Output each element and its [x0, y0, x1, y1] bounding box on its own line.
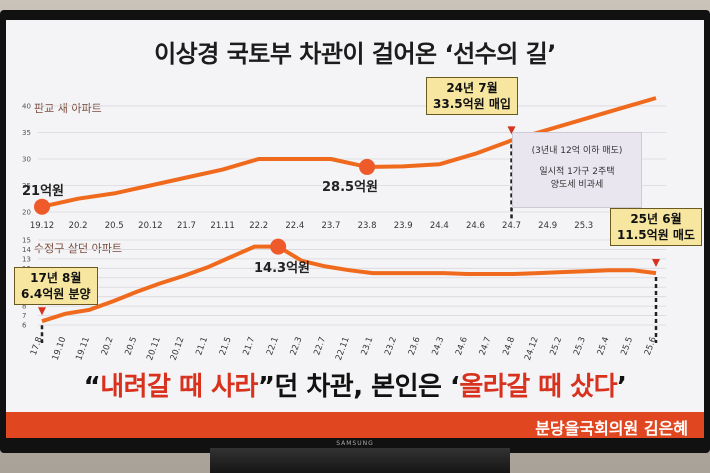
footer-party: 분당을국회의원 [535, 419, 639, 438]
callout-2025-06-line1: 25년 6월 [630, 212, 682, 226]
x-tick-label: 19.11 [74, 336, 92, 362]
x-tick-label: 24.7 [478, 336, 494, 357]
x-tick-label: 22.11 [334, 336, 352, 362]
x-tick-label: 24.6 [454, 336, 470, 357]
callout-arrow [507, 126, 516, 135]
x-tick-label: 25.5 [619, 336, 635, 357]
x-tick-label: 24.6 [466, 221, 485, 231]
x-tick-label: 24.4 [430, 221, 449, 231]
headline: “내려갈 때 사라”던 차관, 본인은 ‘올라갈 때 샀다’ [6, 366, 704, 403]
slide-title: 이상경 국토부 차관이 걸어온 ‘선수의 길’ [154, 40, 556, 68]
y-tick-label: 30 [22, 155, 31, 163]
x-tick-label: 25.2 [548, 336, 564, 357]
data-point-marker [359, 158, 376, 175]
x-tick-label: 21.11 [210, 221, 234, 231]
x-tick-label: 25.6 [643, 336, 659, 357]
footer-bar: 분당을국회의원 김은혜 [6, 412, 704, 438]
x-tick-label: 22.1 [265, 336, 281, 357]
note-line-1: (3년내 12억 이하 매도) [531, 146, 623, 156]
x-tick-label: 20.5 [105, 221, 124, 231]
x-tick-label: 20.2 [100, 336, 116, 357]
x-tick-label: 20.12 [169, 336, 187, 362]
x-tick-label: 23.6 [407, 336, 423, 357]
series-label-sujeong: 수정구 살던 아파트 [34, 242, 122, 255]
x-tick-label: 24.8 [501, 336, 517, 357]
y-tick-label: 8 [22, 303, 26, 311]
callout-2025-06: 25년 6월 11.5억원 매도 [610, 208, 702, 246]
callout-2024-07-line2: 33.5억원 매입 [433, 97, 511, 111]
x-tick-label: 23.1 [360, 336, 376, 357]
x-tick-label: 23.7 [321, 221, 340, 231]
x-tick-label: 21.7 [177, 221, 196, 231]
data-label-14-3: 14.3억원 [254, 261, 310, 276]
x-tick-label: 22.7 [312, 336, 328, 357]
x-tick-label: 25.3 [572, 336, 588, 357]
y-tick-label: 25 [22, 182, 31, 190]
x-tick-label: 21.5 [218, 336, 234, 357]
y-tick-label: 14 [22, 246, 31, 254]
callout-2017-08: 17년 8월 6.4억원 분양 [14, 267, 98, 305]
headline-quote-open: “ [83, 372, 101, 402]
x-tick-label: 23.2 [383, 336, 399, 357]
y-tick-label: 20 [22, 209, 31, 217]
x-tick-label: 19.10 [51, 336, 69, 362]
callout-2017-08-line1: 17년 8월 [30, 271, 82, 285]
data-point-marker [270, 238, 287, 255]
x-tick-label: 20.12 [138, 221, 162, 231]
x-tick-label: 23.9 [394, 221, 413, 231]
headline-red-part2: 올라갈 때 샀다 [459, 372, 617, 402]
x-tick-label: 24.12 [523, 336, 541, 362]
x-tick-label: 25.3 [574, 221, 593, 231]
data-point-marker [34, 198, 50, 215]
callout-2017-08-line2: 6.4억원 분양 [21, 287, 91, 301]
y-tick-label: 13 [22, 255, 31, 263]
y-tick-label: 15 [22, 237, 31, 245]
x-tick-label: 23.8 [358, 221, 377, 231]
headline-mid-part: ”던 차관, 본인은 ‘ [257, 372, 460, 402]
note-line-2: 일시적 1가구 2주택 [539, 167, 615, 177]
y-tick-label: 35 [22, 129, 31, 137]
x-tick-label: 24.3 [430, 336, 446, 357]
callout-arrow [38, 307, 46, 316]
tv-screen: 이상경 국토부 차관이 걸어온 ‘선수의 길’ 판교 새 아파트 수정구 살던 … [6, 20, 704, 438]
data-label-21: 21억원 [22, 184, 65, 199]
callout-2024-07: 24년 7월 33.5억원 매입 [426, 77, 518, 115]
tax-note-box: (3년내 12억 이하 매도) 일시적 1가구 2주택 양도세 비과세 [512, 132, 642, 208]
x-tick-label: 24.9 [538, 221, 557, 231]
callout-2025-06-line2: 11.5억원 매도 [617, 228, 695, 242]
callout-arrow [652, 259, 660, 268]
line-chart: 20 25 30 35 40 19.12 20.2 20.5 20.12 21.7 21.11 22.… [22, 96, 666, 362]
callout-2024-07-line1: 24년 7월 [446, 81, 498, 95]
series-line [41, 96, 657, 209]
note-line-3: 양도세 비과세 [550, 180, 604, 190]
y-tick-label: 6 [22, 322, 27, 330]
x-tick-label: 19.12 [30, 221, 54, 231]
x-tick-label: 24.7 [502, 221, 521, 231]
x-tick-label: 22.2 [249, 221, 268, 231]
x-tick-label: 22.4 [285, 221, 304, 231]
x-tick-label: 20.11 [145, 336, 163, 362]
x-tick-label: 25.4 [596, 336, 612, 357]
x-tick-label: 20.5 [123, 336, 139, 357]
headline-red-part: 내려갈 때 사라 [100, 372, 258, 402]
series-line [41, 244, 657, 324]
footer-text: 분당을국회의원 김은혜 [535, 415, 688, 438]
x-tick-label: 22.3 [289, 336, 305, 357]
data-label-28-5: 28.5억원 [322, 180, 378, 195]
y-tick-label: 40 [22, 102, 31, 110]
series-label-pangyo: 판교 새 아파트 [34, 102, 102, 115]
x-tick-label: 17.8 [29, 336, 45, 357]
y-tick-label: 7 [22, 312, 26, 320]
footer-name: 김은혜 [643, 419, 688, 438]
x-tick-label: 21.1 [194, 336, 210, 357]
headline-quote-close: ’ [616, 372, 627, 402]
x-tick-label: 20.2 [69, 221, 88, 231]
tv-brand: SAMSUNG [336, 440, 374, 447]
x-tick-label: 21.7 [241, 336, 257, 357]
tv-stand [210, 448, 510, 473]
